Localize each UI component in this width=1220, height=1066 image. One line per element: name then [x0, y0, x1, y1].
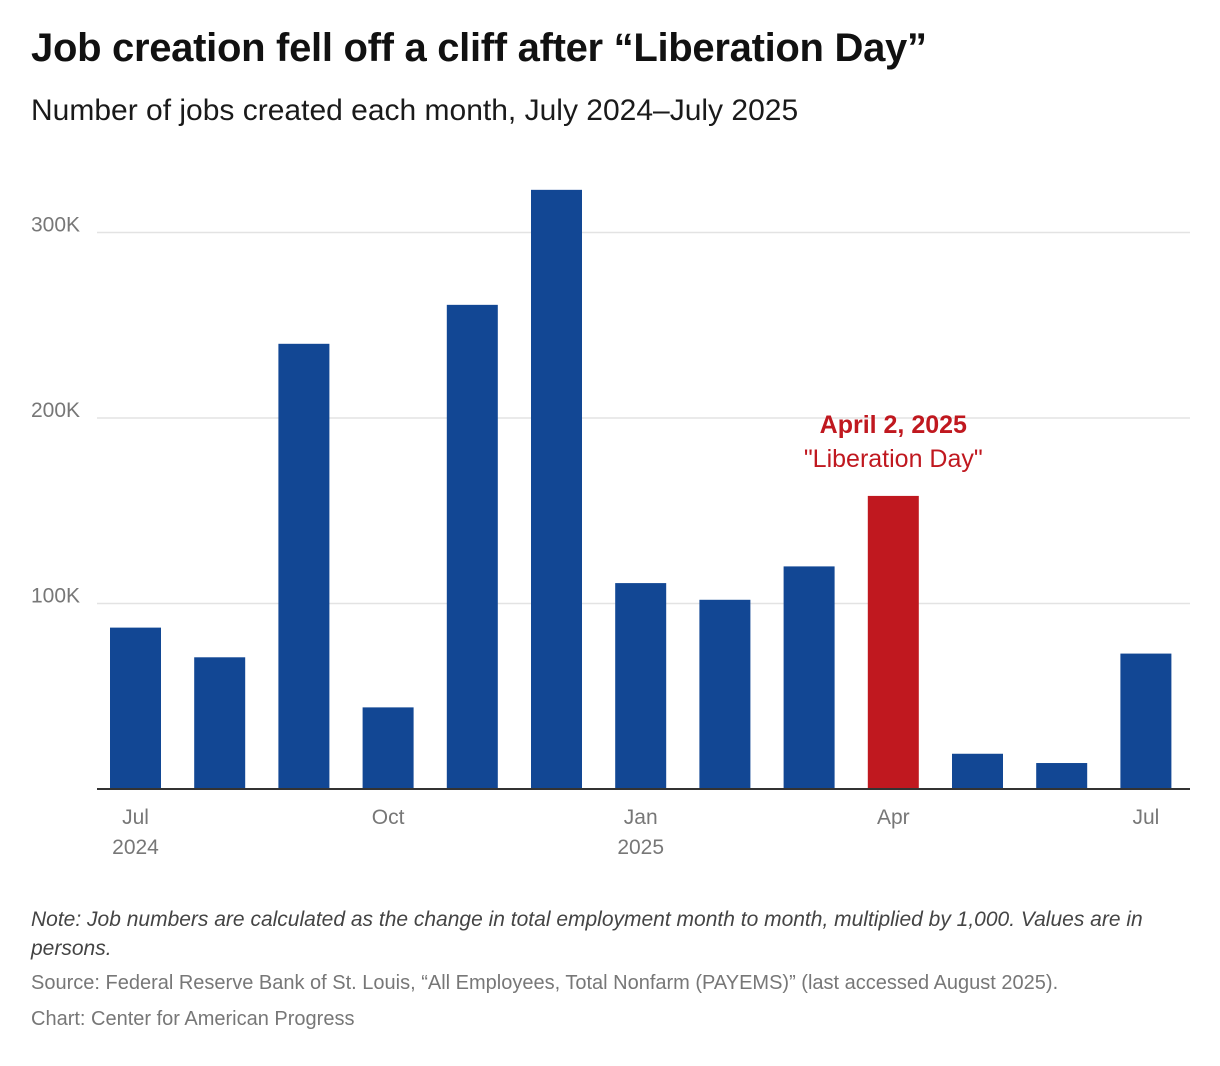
chart-subtitle: Number of jobs created each month, July …: [31, 94, 799, 127]
bar: [446, 304, 498, 789]
bar: [1120, 653, 1172, 789]
bar: [1036, 763, 1088, 789]
chart-title: Job creation fell off a cliff after “Lib…: [31, 26, 927, 70]
bar-chart: 100K 200K 300K Jul 2024 Oct Jan 2025 Apr Jul April…: [31, 189, 1190, 860]
y-tick-label: 300K: [31, 214, 80, 237]
x-tick-sublabel: 2025: [617, 836, 664, 859]
bar: [110, 627, 161, 789]
label-layer: 100K 200K 300K Jul 2024 Oct Jan 2025 Apr Jul April…: [31, 214, 1159, 860]
bar: [194, 657, 246, 789]
bar: [362, 707, 414, 789]
annotation-date: April 2, 2025: [820, 411, 967, 439]
bar: [783, 566, 835, 789]
y-tick-label: 200K: [31, 399, 80, 422]
bar: [615, 583, 667, 789]
bar: [952, 753, 1003, 789]
annotation-label: "Liberation Day": [804, 445, 983, 473]
y-tick-label: 100K: [31, 585, 80, 608]
x-tick-label: Apr: [877, 806, 910, 829]
x-tick-label: Oct: [372, 806, 405, 829]
bar: [531, 189, 582, 789]
chart-note: Note: Job numbers are calculated as the …: [31, 908, 1143, 960]
chart-credit: Chart: Center for American Progress: [31, 1008, 355, 1030]
bar-layer: [110, 189, 1172, 789]
x-tick-label: Jul: [122, 806, 149, 829]
x-tick-sublabel: 2024: [112, 836, 159, 859]
bar: [278, 343, 330, 789]
x-tick-label: Jan: [624, 806, 658, 829]
bar: [699, 599, 751, 789]
bar-highlight: [867, 495, 919, 789]
x-tick-label: Jul: [1132, 806, 1159, 829]
grid-layer: [97, 231, 1190, 605]
chart-source: Source: Federal Reserve Bank of St. Loui…: [31, 972, 1059, 994]
